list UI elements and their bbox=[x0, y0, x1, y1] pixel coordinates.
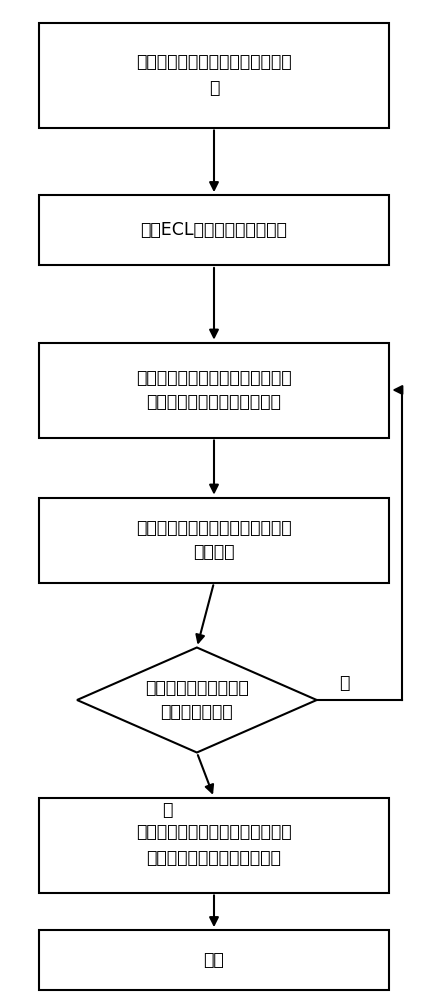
Text: 建立ECL列表，获得初始解集: 建立ECL列表，获得初始解集 bbox=[140, 221, 288, 239]
Bar bbox=[39, 798, 389, 892]
Text: 任务序列，机器人信息，拣选站信
息: 任务序列，机器人信息，拣选站信 息 bbox=[136, 53, 292, 97]
Bar bbox=[39, 22, 389, 127]
Text: 结束: 结束 bbox=[204, 951, 224, 969]
Text: 输出搜索得到的最优解序列，并根
据拍卖算法得出任务分配方案: 输出搜索得到的最优解序列，并根 据拍卖算法得出任务分配方案 bbox=[136, 824, 292, 866]
Bar bbox=[39, 195, 389, 265]
Text: 是: 是 bbox=[162, 801, 172, 819]
Text: 根据变邻域搜索算法搜索此序列邻
域最优解: 根据变邻域搜索算法搜索此序列邻 域最优解 bbox=[136, 518, 292, 562]
Bar bbox=[39, 342, 389, 438]
Bar bbox=[39, 497, 389, 582]
Text: 否: 否 bbox=[339, 674, 350, 692]
Bar bbox=[39, 930, 389, 990]
Text: 随机选择一个序列作为初始解，根
据拍卖算法计算序列执行代价: 随机选择一个序列作为初始解，根 据拍卖算法计算序列执行代价 bbox=[136, 368, 292, 412]
Text: 初始解集中序列是否都
完成了邻域搜索: 初始解集中序列是否都 完成了邻域搜索 bbox=[145, 678, 249, 722]
Polygon shape bbox=[77, 648, 317, 752]
